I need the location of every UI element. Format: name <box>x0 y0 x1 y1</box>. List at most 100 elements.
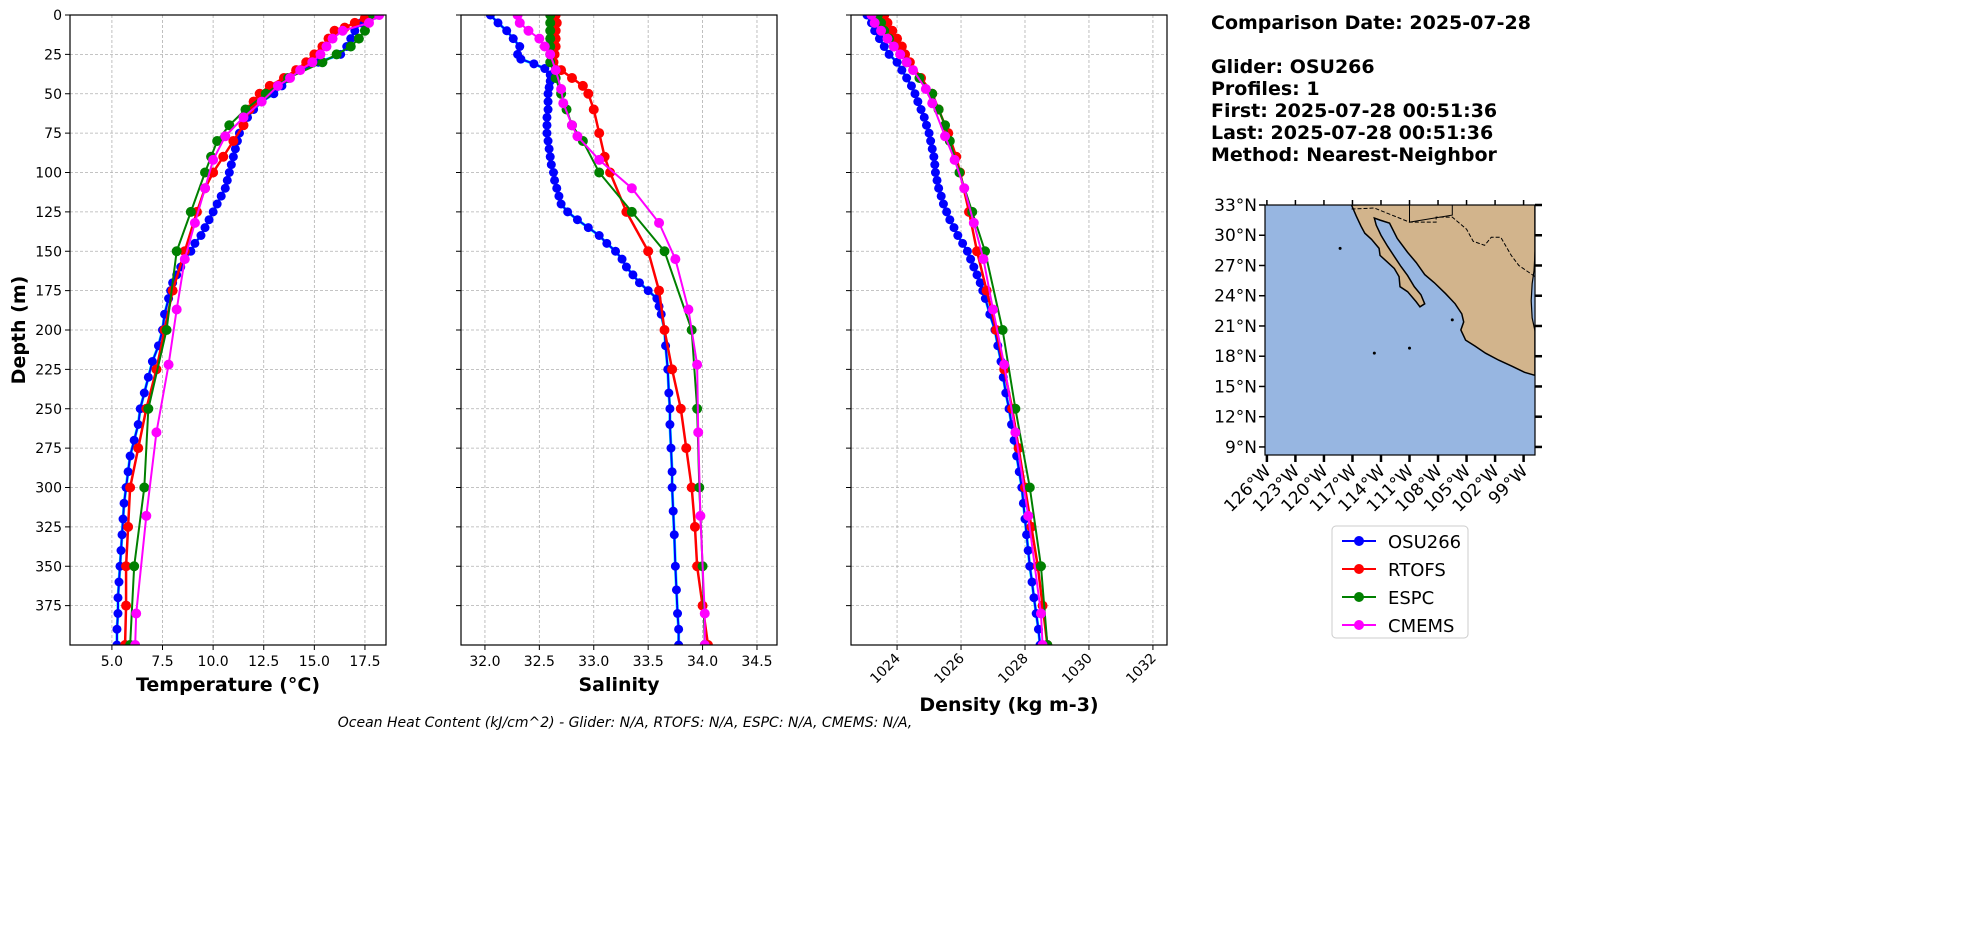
data-point <box>542 120 552 130</box>
data-point <box>544 144 554 154</box>
y-tick-label: 250 <box>35 402 62 418</box>
lat-label: 27°N <box>1214 256 1257 276</box>
legend-label: CMEMS <box>1388 616 1454 637</box>
data-point <box>930 168 940 177</box>
data-point <box>669 530 679 540</box>
data-point <box>892 33 903 44</box>
data-point <box>945 215 955 225</box>
data-point <box>621 262 631 272</box>
data-point <box>220 131 231 142</box>
info-panel: Comparison Date: 2025-07-28 Glider: OSU2… <box>1211 12 1531 166</box>
data-point <box>932 175 942 185</box>
island <box>1372 351 1376 355</box>
data-point <box>594 154 605 165</box>
data-point <box>693 427 704 438</box>
data-point <box>220 183 230 193</box>
y-tick-label: 275 <box>35 441 62 457</box>
data-point <box>972 270 982 280</box>
data-point <box>566 73 577 83</box>
data-point <box>929 152 939 162</box>
series-cmems <box>130 15 385 645</box>
data-point <box>566 120 577 131</box>
gulf-of-mexico <box>1530 251 1535 332</box>
data-point <box>554 191 564 201</box>
data-point <box>953 231 963 240</box>
data-point <box>916 105 926 114</box>
series-cmems <box>866 15 1048 645</box>
lat-label: 33°N <box>1214 196 1257 216</box>
x-tick-label: 34.0 <box>687 654 718 670</box>
panel-1: 32.0 32.5 33.0 33.5 34.0 34.5 Salinity <box>456 14 778 696</box>
state-border <box>1409 205 1453 223</box>
data-point <box>133 443 144 454</box>
data-point <box>543 89 553 99</box>
data-point <box>934 183 944 193</box>
data-point <box>315 49 326 60</box>
data-point <box>674 640 684 645</box>
ocean-heat-content-footer: Ocean Heat Content (kJ/cm^2) - Glider: N… <box>338 715 913 731</box>
island <box>1338 246 1342 250</box>
y-tick-label: 125 <box>35 205 62 221</box>
data-point <box>969 262 979 272</box>
data-point <box>545 17 556 28</box>
data-point <box>112 640 122 645</box>
series-osu266 <box>485 15 684 645</box>
data-point <box>879 42 889 51</box>
data-point <box>611 246 621 256</box>
x-tick-label: 32.0 <box>469 654 500 670</box>
data-point <box>353 33 364 44</box>
data-point <box>224 168 234 177</box>
legend-item-rtofs: RTOFS <box>1342 560 1446 581</box>
data-point <box>542 112 552 122</box>
data-point <box>959 183 970 194</box>
data-point <box>327 33 338 44</box>
y-tick-label: 225 <box>35 362 62 378</box>
legend-marker <box>1354 536 1364 546</box>
legend-marker <box>1354 564 1364 574</box>
data-point <box>543 105 553 114</box>
x-tick-label: 1032 <box>1123 651 1160 688</box>
axes-frame <box>850 14 1168 646</box>
data-point <box>307 57 318 68</box>
x-tick-label: 5.0 <box>101 654 123 670</box>
data-point <box>892 57 902 67</box>
method: Method: Nearest-Neighbor <box>1211 144 1497 166</box>
data-point <box>1037 640 1048 645</box>
lat-label: 18°N <box>1214 347 1257 367</box>
first-time: First: 2025-07-28 00:51:36 <box>1211 100 1498 122</box>
data-point <box>238 112 249 123</box>
lat-label: 24°N <box>1214 287 1257 307</box>
data-point <box>617 254 627 264</box>
data-point <box>1027 577 1037 587</box>
data-point <box>508 34 518 44</box>
data-point <box>272 80 283 91</box>
x-tick-label: 1024 <box>867 650 904 687</box>
data-point <box>117 530 127 540</box>
x-tick-label: 1026 <box>931 650 968 687</box>
series-group <box>485 15 714 645</box>
data-point <box>141 510 152 521</box>
x-tick-label: 33.5 <box>633 654 664 670</box>
data-point <box>131 608 142 619</box>
x-tick-label: 7.5 <box>151 654 173 670</box>
legend-frame <box>1331 525 1469 639</box>
data-point <box>869 17 880 28</box>
data-point <box>130 640 141 645</box>
data-point <box>543 97 553 107</box>
legend-label: RTOFS <box>1388 560 1446 581</box>
data-point <box>363 17 374 28</box>
data-point <box>529 59 539 69</box>
data-point <box>665 420 675 429</box>
data-point <box>942 207 952 217</box>
legend-marker <box>1354 592 1364 602</box>
location-map: 33°N30°N27°N24°N21°N18°N15°N12°N9°N126°W… <box>1214 196 1542 516</box>
data-point <box>143 372 153 382</box>
data-point <box>151 427 162 438</box>
data-point <box>654 217 665 228</box>
data-point <box>204 215 214 225</box>
data-point <box>927 144 937 154</box>
data-point <box>972 246 983 257</box>
legend-item-osu266: OSU266 <box>1342 532 1461 553</box>
data-point <box>185 206 196 217</box>
data-point <box>927 98 938 109</box>
